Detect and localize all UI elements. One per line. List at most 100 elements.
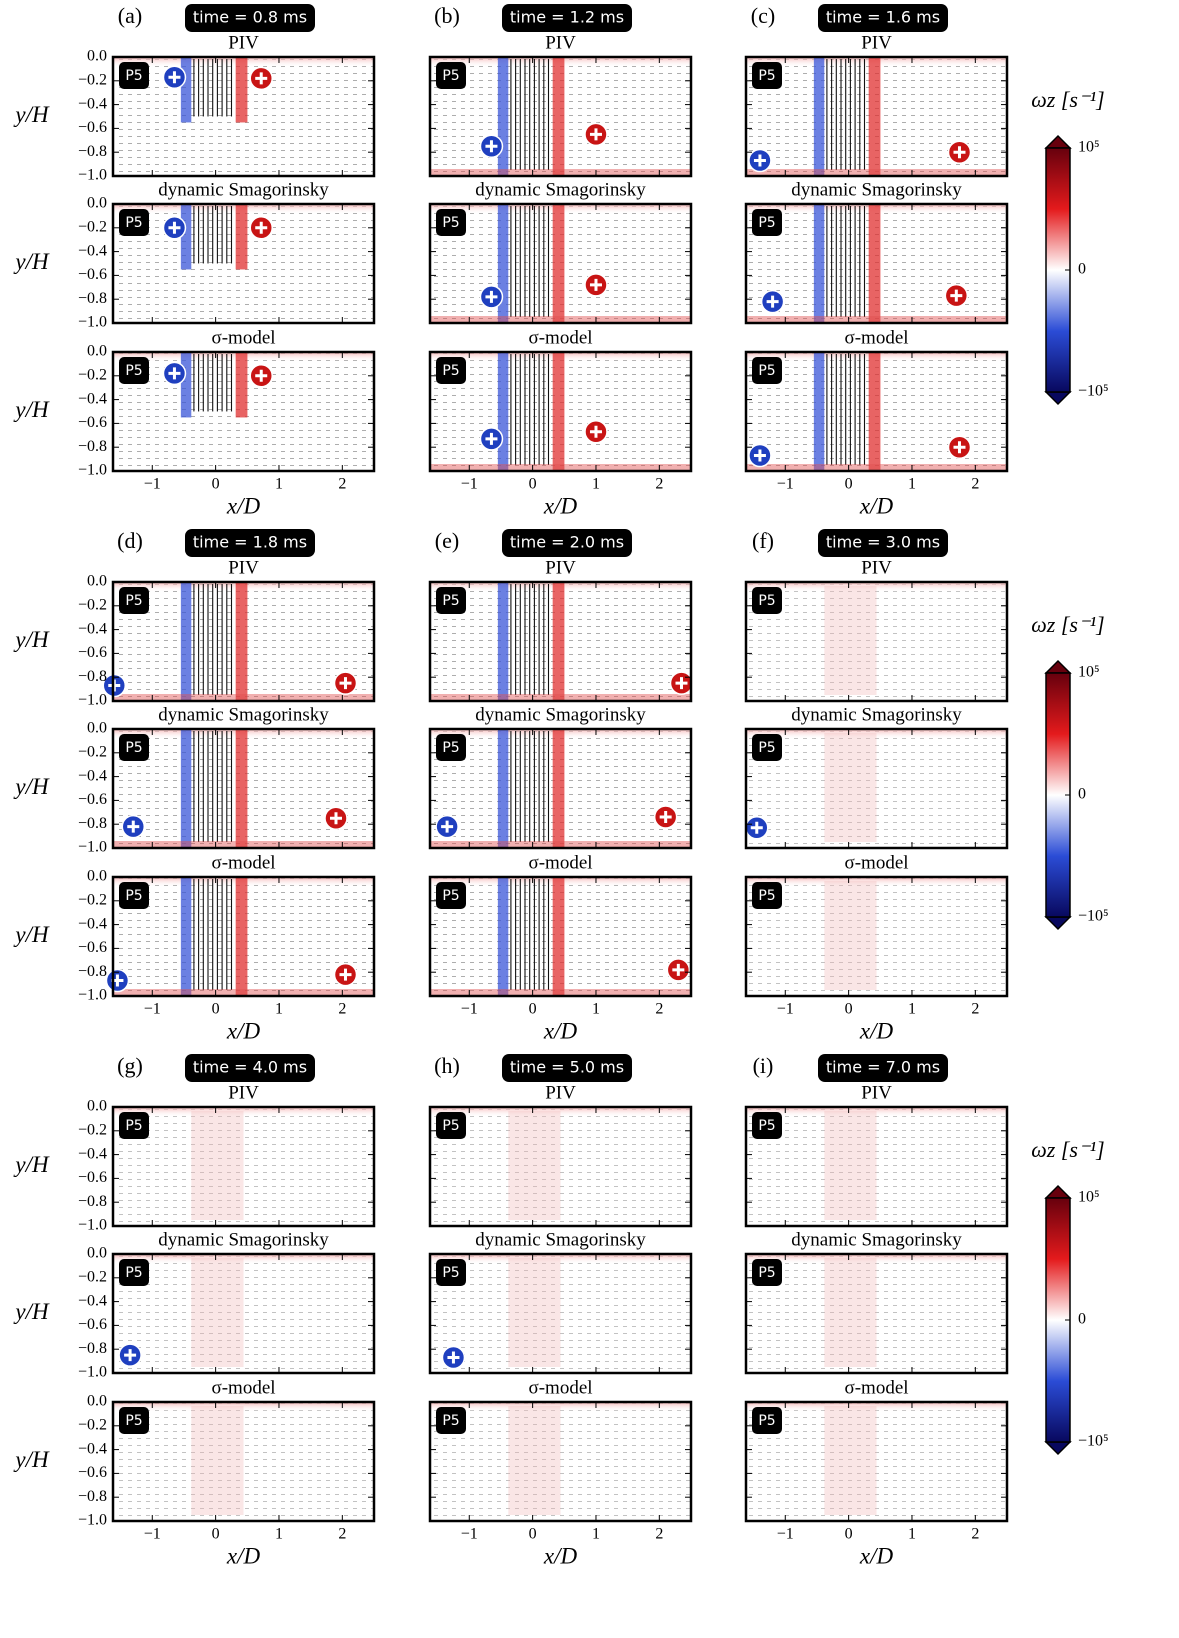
subplot-title: σ-model <box>211 327 275 348</box>
plot-frame <box>428 1400 693 1523</box>
plot-frame <box>744 727 1009 850</box>
plot-frame <box>744 202 1009 325</box>
subplot-title: PIV <box>228 32 259 53</box>
subplot-title: dynamic Smagorinsky <box>791 704 962 725</box>
y-tick-label: −0.4 <box>78 620 107 637</box>
badge <box>436 1259 466 1286</box>
badge-label: P5 <box>442 740 459 756</box>
x-tick-label: 2 <box>655 476 663 493</box>
vortex-cross <box>953 146 966 159</box>
badge-label: P5 <box>442 888 459 904</box>
shear-layer <box>746 1402 1007 1412</box>
vortex-cross <box>339 677 352 690</box>
x-axis-label: x/D <box>859 493 894 518</box>
wall-layer <box>113 694 374 700</box>
jet-red <box>235 57 248 123</box>
y-tick-label: −0.8 <box>78 963 107 980</box>
x-tick-label: 0 <box>529 1526 537 1543</box>
time-label: time = 1.2 ms <box>510 8 624 27</box>
wall-layer <box>430 989 691 995</box>
y-tick-label: −1.0 <box>78 839 107 856</box>
y-tick-label: −0.2 <box>78 366 107 383</box>
x-axis-label: x/D <box>226 1543 261 1568</box>
x-tick-label: −1 <box>777 1001 794 1018</box>
shear-layer <box>113 1254 374 1264</box>
colorbar-tick-label: 0 <box>1078 261 1086 278</box>
x-tick-label: 0 <box>529 1001 537 1018</box>
vortex-cross <box>672 963 685 976</box>
y-tick-label: −0.8 <box>78 815 107 832</box>
plot-frame <box>111 1252 376 1375</box>
badge <box>752 882 782 909</box>
plot-frame <box>744 1252 1009 1375</box>
quiver-field <box>113 1107 374 1226</box>
plot-frame <box>428 580 693 703</box>
x-tick-label: 2 <box>338 1001 346 1018</box>
vortex-cross <box>255 72 268 85</box>
wall-layer <box>113 841 374 847</box>
jet-blue <box>813 204 825 323</box>
time-label: time = 1.8 ms <box>193 533 307 552</box>
subplot-title: PIV <box>861 1082 892 1103</box>
quiver-field <box>430 1254 691 1373</box>
subplot-title: dynamic Smagorinsky <box>475 179 646 200</box>
x-tick-label: −1 <box>777 1526 794 1543</box>
subplot-title: dynamic Smagorinsky <box>158 1229 329 1250</box>
shear-layer <box>746 1254 1007 1264</box>
colorbar-tick-label: 0 <box>1078 786 1086 803</box>
x-tick-label: −1 <box>144 1001 161 1018</box>
y-tick-label: −0.2 <box>78 1121 107 1138</box>
badge <box>119 882 149 909</box>
jet-red <box>552 57 565 176</box>
quiver-field <box>430 1107 691 1226</box>
subplot-title: PIV <box>545 32 576 53</box>
jet-blue <box>497 582 509 701</box>
panel-label: (b) <box>434 3 460 28</box>
y-tick-label: 0.0 <box>87 720 107 737</box>
wall-layer <box>430 169 691 175</box>
wall-layer <box>430 464 691 470</box>
time-label: time = 4.0 ms <box>193 1058 307 1077</box>
colorbar-tick-label: 10⁵ <box>1078 139 1100 156</box>
vortex-cross <box>589 128 602 141</box>
badge <box>436 1407 466 1434</box>
x-tick-label: −1 <box>461 1526 478 1543</box>
colorbar-label: ωz [s⁻¹] <box>1031 87 1105 112</box>
jet-remnant <box>191 1258 244 1367</box>
colorbar-extend-top <box>1044 1184 1072 1199</box>
badge-label: P5 <box>758 363 775 379</box>
y-tick-label: −0.8 <box>78 290 107 307</box>
x-axis-label: x/D <box>859 1543 894 1568</box>
jet-blue <box>497 877 509 996</box>
time-badge <box>502 529 632 557</box>
vortex-cross <box>675 677 688 690</box>
jet-blue <box>497 57 509 176</box>
wall-layer <box>113 989 374 995</box>
shear-layer <box>430 1254 691 1264</box>
jet-remnant <box>508 1258 561 1367</box>
y-axis-label: y/H <box>13 249 50 274</box>
y-tick-label: −1.0 <box>78 167 107 184</box>
y-tick-label: 0.0 <box>87 573 107 590</box>
jet-blue <box>180 204 192 270</box>
x-tick-label: 1 <box>908 476 916 493</box>
subplot-title: dynamic Smagorinsky <box>791 1229 962 1250</box>
panel-label: (g) <box>117 1053 143 1078</box>
subplot-title: σ-model <box>211 1377 275 1398</box>
jet-remnant <box>508 1406 561 1515</box>
vortex-cross <box>766 295 779 308</box>
y-tick-label: 0.0 <box>87 1098 107 1115</box>
colorbar-label: ωz [s⁻¹] <box>1031 612 1105 637</box>
colorbar-extend-bottom <box>1044 391 1072 406</box>
time-label: time = 1.6 ms <box>826 8 940 27</box>
x-tick-label: −1 <box>144 1526 161 1543</box>
plot-frame <box>111 1400 376 1523</box>
x-axis-label: x/D <box>226 1018 261 1043</box>
jet-blue <box>180 729 192 848</box>
y-axis-label: y/H <box>13 1152 50 1177</box>
quiver-field <box>746 582 1007 701</box>
jet-remnant <box>824 881 877 990</box>
plot-frame <box>744 875 1009 998</box>
y-axis-label: y/H <box>13 397 50 422</box>
